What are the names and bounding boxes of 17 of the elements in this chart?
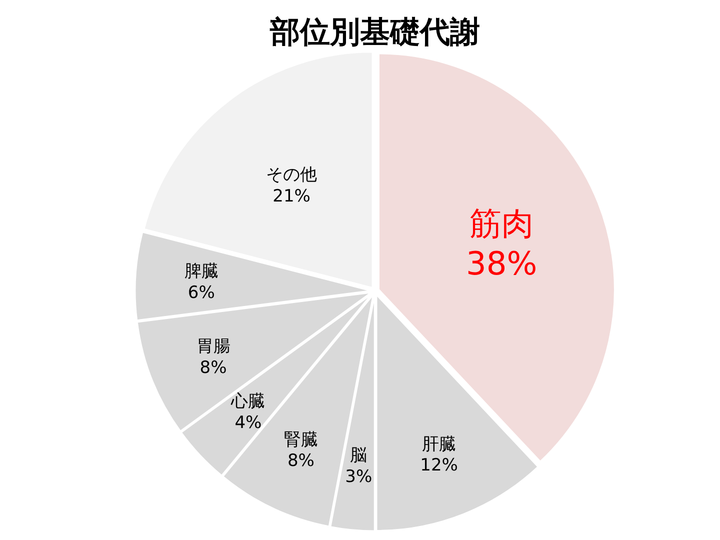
slice-label: 脾臓 [184,262,218,282]
data-label: 4% [234,412,262,433]
data-label: 6% [188,282,215,303]
data-label: 21% [272,186,310,206]
slice-label: 腎臓 [284,430,318,450]
slice-label: その他 [266,165,318,186]
slice-label: 肝臓 [422,434,456,454]
chart-title: 部位別基礎代謝 [269,15,480,50]
slice-label: 胃腸 [196,336,230,357]
data-label: 3% [345,467,372,487]
data-label: 8% [287,451,314,472]
slice-label: 心臓 [230,392,266,412]
data-label: 38% [466,244,538,282]
data-label: 12% [420,456,458,476]
slice-label: 脳 [350,446,368,466]
slice-label: 筋肉 [470,204,534,242]
data-label: 8% [200,358,227,378]
